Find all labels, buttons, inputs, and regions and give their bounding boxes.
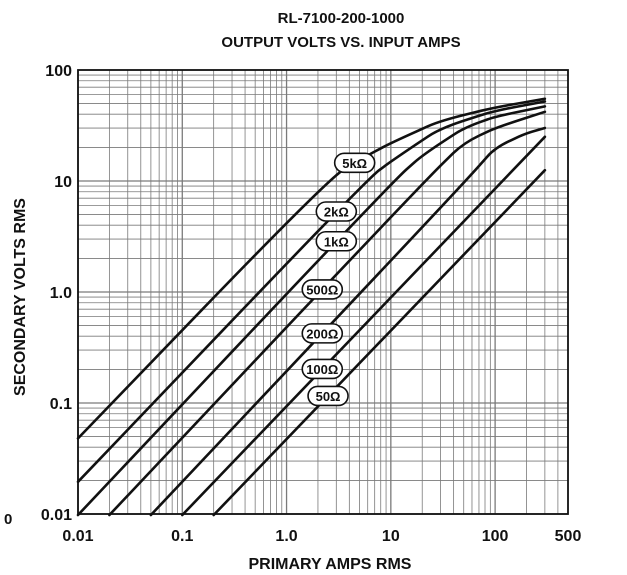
plot-frame (77, 69, 569, 515)
curve-labels: 5kΩ 2kΩ 1kΩ 500Ω 200Ω 100Ω 50Ω (301, 152, 376, 407)
x-axis-label: PRIMARY AMPS RMS (249, 556, 412, 573)
curves (76, 97, 547, 517)
x-tick-label: 500 (555, 528, 582, 545)
curve-label: 500Ω (301, 279, 344, 300)
y-tick-label: 10 (54, 174, 72, 191)
curve-label-text: 200Ω (306, 326, 338, 341)
curve-label: 50Ω (307, 385, 349, 407)
y-tick-label: 1.0 (50, 285, 72, 302)
tick-labels: 0.01 0.1 1.0 10 100 500 0.01 0.1 1.0 10 100 (41, 63, 582, 545)
curve-label-pill (301, 358, 344, 380)
series-line (76, 97, 547, 440)
x-tick-label: 10 (382, 528, 400, 545)
y-tick-label: 100 (45, 63, 72, 80)
curve-label-text: 5kΩ (342, 156, 367, 171)
curve-label: 200Ω (301, 323, 344, 344)
stray-label: 0 (4, 511, 12, 528)
chart-title: RL-7100-200-1000 (278, 10, 405, 27)
x-tick-label: 1.0 (275, 528, 297, 545)
curve-label-pill (315, 230, 358, 252)
curve-label-text: 2kΩ (324, 204, 349, 219)
curve-label-text: 1kΩ (324, 234, 349, 249)
y-tick-label: 0.01 (41, 507, 72, 524)
curve-label-text: 100Ω (306, 362, 338, 377)
chart-subtitle: OUTPUT VOLTS VS. INPUT AMPS (221, 34, 460, 51)
curve-label: 1kΩ (315, 230, 358, 252)
curve-label-pill (301, 279, 344, 300)
series-line (108, 110, 547, 517)
x-tick-label: 0.1 (171, 528, 193, 545)
y-tick-label: 0.1 (50, 396, 72, 413)
series-line (181, 135, 547, 517)
x-tick-label: 0.01 (62, 528, 93, 545)
y-axis-label: SECONDARY VOLTS RMS (12, 198, 29, 396)
series-line (149, 126, 547, 517)
curve-label-pill (333, 152, 376, 174)
curve-label-text: 500Ω (306, 282, 338, 297)
curve-label: 5kΩ (333, 152, 376, 174)
curve-label-pill (307, 385, 349, 407)
x-tick-label: 100 (482, 528, 509, 545)
curve-label-pill (315, 201, 358, 222)
curve-label: 2kΩ (315, 201, 358, 222)
series-line (76, 105, 547, 517)
curve-label: 100Ω (301, 358, 344, 380)
curve-label-text: 50Ω (316, 389, 341, 404)
curve-label-pill (301, 323, 344, 344)
series-line (212, 168, 547, 517)
series-line (76, 100, 547, 484)
